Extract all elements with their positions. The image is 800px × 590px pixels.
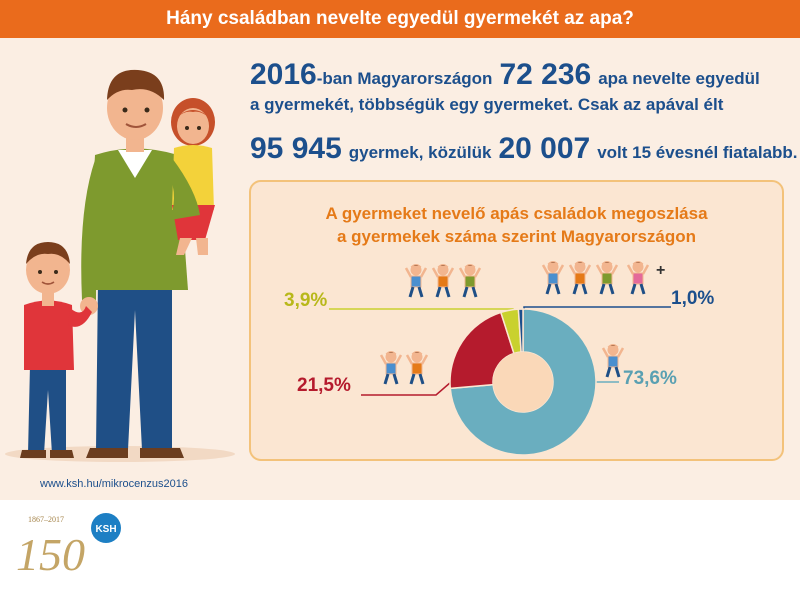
logo-org: KSH (95, 524, 116, 535)
year-suffix: -ban Magyarországon (316, 69, 493, 88)
line3-mid: gyermek, közülük (348, 143, 492, 162)
chart-title-line-1: A gyermeket nevelő apás családok megoszl… (325, 204, 708, 223)
label-4plus-children: 1,0% (671, 288, 715, 309)
kids-icon-4plus (541, 260, 650, 296)
line1-tail: apa nevelte egyedül (598, 69, 760, 88)
intro-text: 2016 -ban Magyarországon 72 236 apa neve… (250, 58, 798, 169)
leader-line-2 (361, 381, 452, 396)
fathers-count: 72 236 (499, 58, 592, 91)
four-plus-mark: + (656, 262, 665, 279)
year-value: 2016 (250, 58, 317, 91)
children-count: 95 945 (250, 132, 342, 165)
page-header: Hány családban nevelte egyedül gyermekét… (0, 0, 800, 38)
logo-number: 150 (16, 529, 85, 580)
source-url[interactable]: www.ksh.hu/mikrocenzus2016 (40, 478, 188, 490)
label-1-child: 73,6% (623, 368, 677, 389)
donut-slices (449, 308, 597, 456)
family-illustration (5, 69, 235, 462)
under15-count: 20 007 (498, 132, 591, 165)
label-3-children: 3,9% (284, 290, 328, 311)
intro-line-1: 2016 -ban Magyarországon 72 236 apa neve… (250, 58, 795, 95)
line2-text: a gyermekét, többségük egy gyermeket. Cs… (250, 95, 724, 114)
donut-chart: + (329, 260, 671, 456)
logo-years: 1867–2017 (28, 515, 64, 524)
chart-title: A gyermeket nevelő apás családok megoszl… (251, 202, 782, 248)
kids-icon-3 (404, 263, 482, 299)
ksh-150-logo: 1867–2017 150 KSH (16, 513, 121, 580)
intro-line-3: 95 945 gyermek, közülük 20 007 volt 15 é… (250, 132, 798, 169)
page-title: Hány családban nevelte egyedül gyermekét… (166, 8, 634, 29)
intro-line-2: a gyermekét, többségük egy gyermeket. Cs… (250, 95, 795, 132)
donut-hole (493, 352, 553, 412)
label-2-children: 21,5% (297, 375, 351, 396)
kids-icon-1 (601, 343, 625, 379)
kids-icon-2 (379, 350, 429, 386)
chart-panel: A gyermeket nevelő apás családok megoszl… (249, 180, 784, 461)
line3-tail: volt 15 évesnél fiatalabb. (597, 143, 798, 162)
chart-title-line-2: a gyermekek száma szerint Magyarországon (336, 227, 697, 246)
